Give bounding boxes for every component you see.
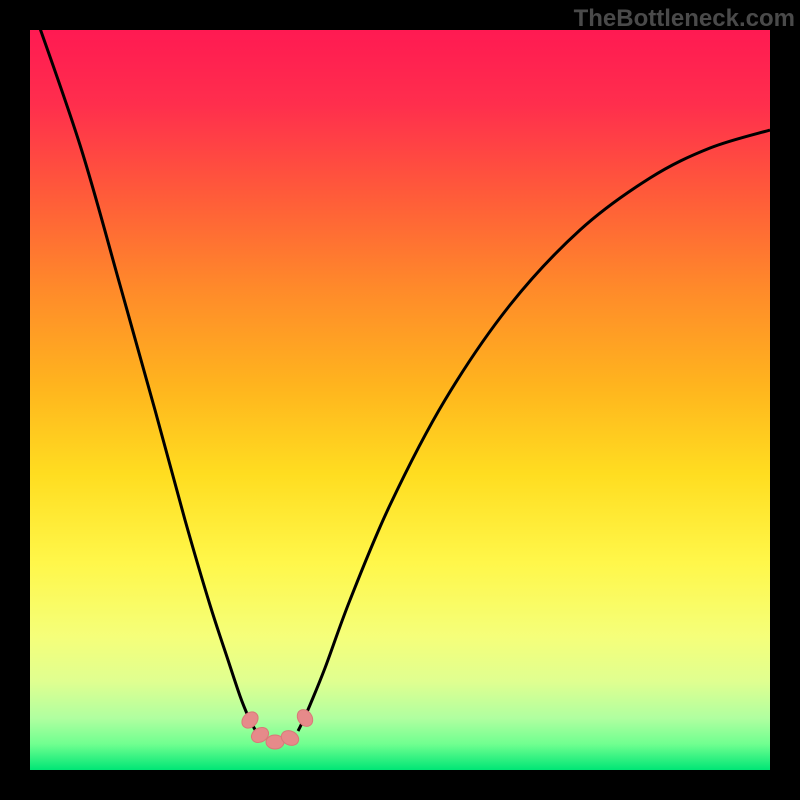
watermark-text: TheBottleneck.com [574, 5, 795, 33]
bottleneck-chart [0, 0, 800, 800]
gradient-background [30, 30, 770, 770]
